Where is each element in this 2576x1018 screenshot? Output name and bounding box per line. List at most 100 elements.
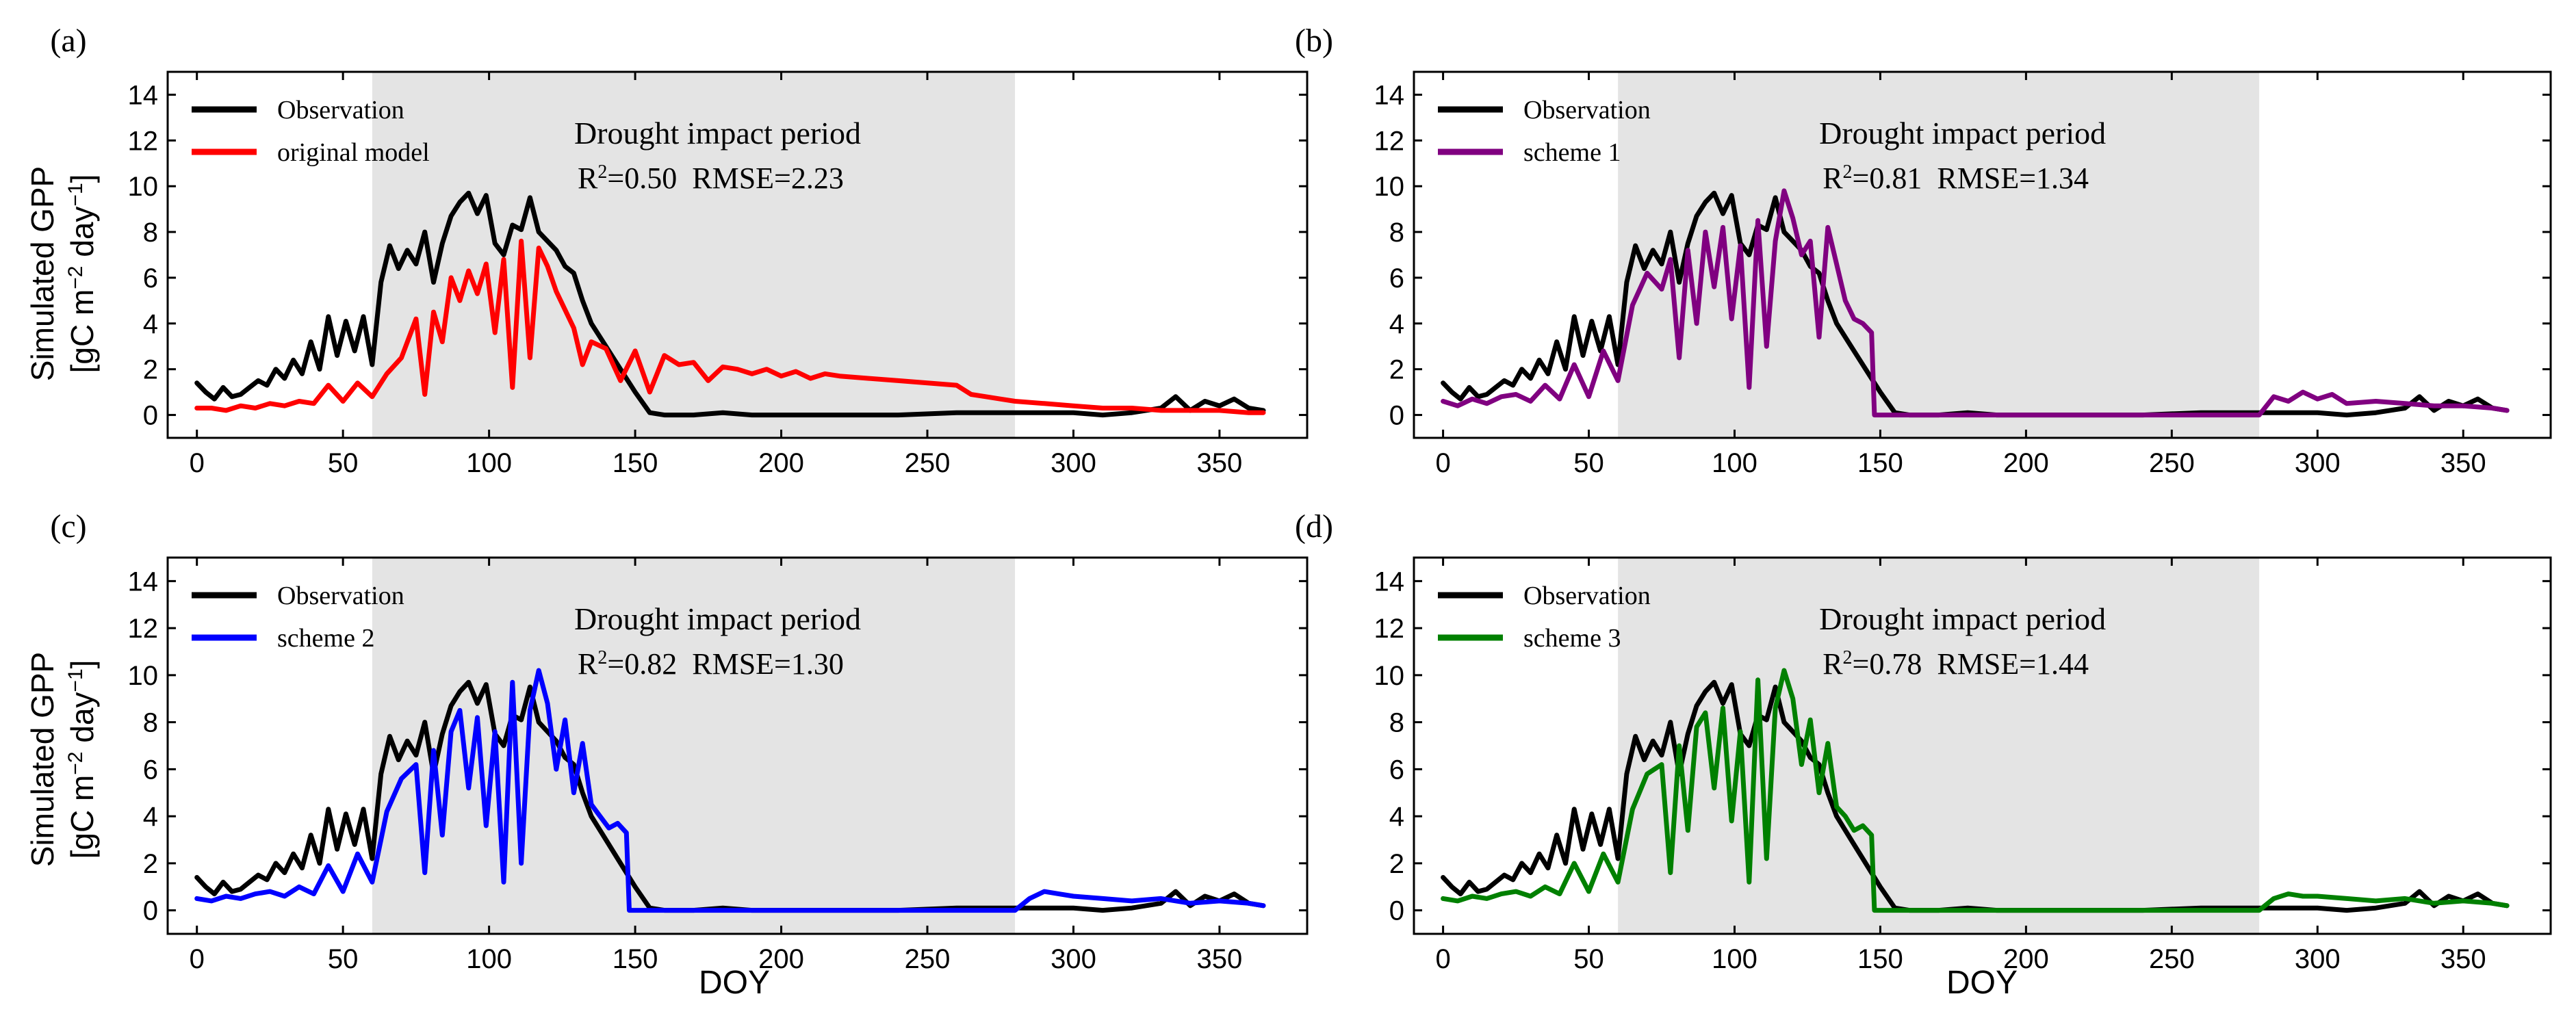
x-tick-label: 300 bbox=[2295, 944, 2341, 974]
observation-line bbox=[194, 190, 1266, 418]
y-tick-label: 0 bbox=[1389, 896, 1404, 926]
panel-b: (b) Drought impact period R2=0.81 RMSE=1.3… bbox=[1295, 23, 2552, 478]
y-tick-label: 14 bbox=[1374, 80, 1405, 110]
x-axis-label-right: DOY bbox=[1946, 965, 2018, 1001]
y-axis-label-line2: [gC m−2 day−1] bbox=[64, 174, 101, 374]
x-tick-label: 250 bbox=[2149, 448, 2195, 478]
panel-label: (a) bbox=[50, 23, 86, 59]
y-tick-label: 6 bbox=[143, 263, 158, 293]
y-tick-label: 6 bbox=[1389, 755, 1404, 785]
y-tick-label: 14 bbox=[1374, 566, 1405, 597]
y-tick-label: 4 bbox=[1389, 802, 1404, 832]
x-tick-label: 150 bbox=[1857, 944, 1903, 974]
y-tick-label: 4 bbox=[1389, 309, 1404, 339]
x-tick-label: 100 bbox=[466, 448, 512, 478]
panel-label: (d) bbox=[1295, 508, 1333, 545]
y-tick-label: 12 bbox=[128, 614, 159, 644]
plot-frame bbox=[166, 556, 1309, 935]
model-line-original-model bbox=[194, 238, 1266, 415]
legend-label: scheme 1 bbox=[1523, 138, 1621, 167]
panel-c: (c) Drought impact period R2=0.82 RMSE=1.3… bbox=[50, 508, 1309, 974]
x-tick-label: 300 bbox=[2295, 448, 2341, 478]
y-tick-label: 0 bbox=[143, 896, 158, 926]
drought-period-label: Drought impact period bbox=[574, 116, 861, 151]
y-tick-label: 0 bbox=[1389, 401, 1404, 431]
y-tick-label: 10 bbox=[1374, 172, 1405, 202]
legend-label: scheme 3 bbox=[1523, 624, 1621, 653]
y-tick-label: 12 bbox=[128, 126, 159, 156]
x-tick-label: 350 bbox=[2440, 448, 2486, 478]
y-tick-label: 14 bbox=[128, 566, 159, 597]
x-tick-label: 50 bbox=[1573, 944, 1604, 974]
x-tick-label: 100 bbox=[466, 944, 512, 974]
x-tick-label: 250 bbox=[905, 448, 951, 478]
y-tick-label: 8 bbox=[1389, 708, 1404, 738]
y-tick-label: 12 bbox=[1374, 614, 1405, 644]
x-tick-label: 350 bbox=[1197, 448, 1243, 478]
y-axis-label-top: Simulated GPP [gC m−2 day−1] bbox=[25, 166, 100, 381]
x-tick-label: 200 bbox=[2003, 944, 2049, 974]
x-tick-label: 100 bbox=[1712, 944, 1757, 974]
drought-period-label: Drought impact period bbox=[1819, 601, 2106, 636]
drought-period-label: Drought impact period bbox=[1819, 116, 2106, 151]
y-tick-label: 4 bbox=[143, 802, 158, 832]
y-tick-label: 2 bbox=[1389, 355, 1404, 385]
drought-period-label: Drought impact period bbox=[574, 601, 861, 636]
stats-label: R2=0.81 RMSE=1.34 bbox=[1822, 161, 2089, 196]
x-tick-label: 200 bbox=[758, 944, 804, 974]
x-tick-label: 200 bbox=[758, 448, 804, 478]
plot-frame bbox=[166, 70, 1309, 439]
plot-frame bbox=[1413, 70, 2552, 439]
x-axis-label-left: DOY bbox=[699, 965, 770, 1001]
x-tick-label: 150 bbox=[1857, 448, 1903, 478]
y-tick-label: 2 bbox=[1389, 849, 1404, 879]
x-tick-label: 0 bbox=[190, 944, 205, 974]
y-tick-label: 10 bbox=[1374, 661, 1405, 691]
legend-label: Observation bbox=[1523, 96, 1651, 125]
y-tick-label: 2 bbox=[143, 355, 158, 385]
y-axis-label-bottom: Simulated GPP [gC m−2 day−1] bbox=[25, 652, 100, 867]
y-tick-label: 6 bbox=[143, 755, 158, 785]
legend-label: Observation bbox=[1523, 582, 1651, 610]
x-tick-label: 350 bbox=[2440, 944, 2486, 974]
x-tick-label: 50 bbox=[1573, 448, 1604, 478]
x-tick-label: 300 bbox=[1051, 448, 1096, 478]
panel-a: (a) Drought impact period R2=0.50 RMSE=2.2… bbox=[50, 23, 1309, 478]
x-tick-label: 150 bbox=[613, 944, 658, 974]
y-tick-label: 12 bbox=[1374, 126, 1405, 156]
y-tick-label: 10 bbox=[128, 172, 159, 202]
legend-label: original model bbox=[277, 138, 430, 167]
x-tick-label: 350 bbox=[1197, 944, 1243, 974]
x-tick-label: 50 bbox=[328, 448, 359, 478]
panel-d: (d) Drought impact period R2=0.78 RMSE=1.4… bbox=[1295, 508, 2552, 974]
x-tick-label: 50 bbox=[328, 944, 359, 974]
model-line-scheme-2 bbox=[194, 668, 1266, 913]
panel-label: (c) bbox=[50, 508, 86, 545]
model-line-scheme-1 bbox=[1441, 188, 2510, 418]
x-tick-label: 300 bbox=[1051, 944, 1096, 974]
stats-label: R2=0.82 RMSE=1.30 bbox=[578, 647, 844, 681]
panels: (a) Drought impact period R2=0.50 RMSE=2.2… bbox=[50, 23, 2552, 974]
y-tick-label: 14 bbox=[128, 80, 159, 110]
legend-label: Observation bbox=[277, 582, 404, 610]
plot-frame bbox=[1413, 556, 2552, 935]
model-line-scheme-3 bbox=[1441, 668, 2510, 913]
y-tick-label: 6 bbox=[1389, 263, 1404, 293]
y-tick-label: 2 bbox=[143, 849, 158, 879]
x-tick-label: 250 bbox=[905, 944, 951, 974]
y-tick-label: 4 bbox=[143, 309, 158, 339]
legend-label: Observation bbox=[277, 96, 404, 125]
x-tick-label: 0 bbox=[1435, 448, 1450, 478]
x-tick-label: 250 bbox=[2149, 944, 2195, 974]
x-tick-label: 0 bbox=[1435, 944, 1450, 974]
y-tick-label: 0 bbox=[143, 401, 158, 431]
y-tick-label: 8 bbox=[143, 218, 158, 248]
y-axis-label-line1: Simulated GPP bbox=[25, 166, 60, 381]
y-axis-label-line2: [gC m−2 day−1] bbox=[64, 660, 101, 859]
y-tick-label: 8 bbox=[1389, 218, 1404, 248]
y-axis-label-line1: Simulated GPP bbox=[25, 652, 60, 867]
x-tick-label: 0 bbox=[190, 448, 205, 478]
x-tick-label: 100 bbox=[1712, 448, 1757, 478]
stats-label: R2=0.50 RMSE=2.23 bbox=[578, 161, 844, 196]
